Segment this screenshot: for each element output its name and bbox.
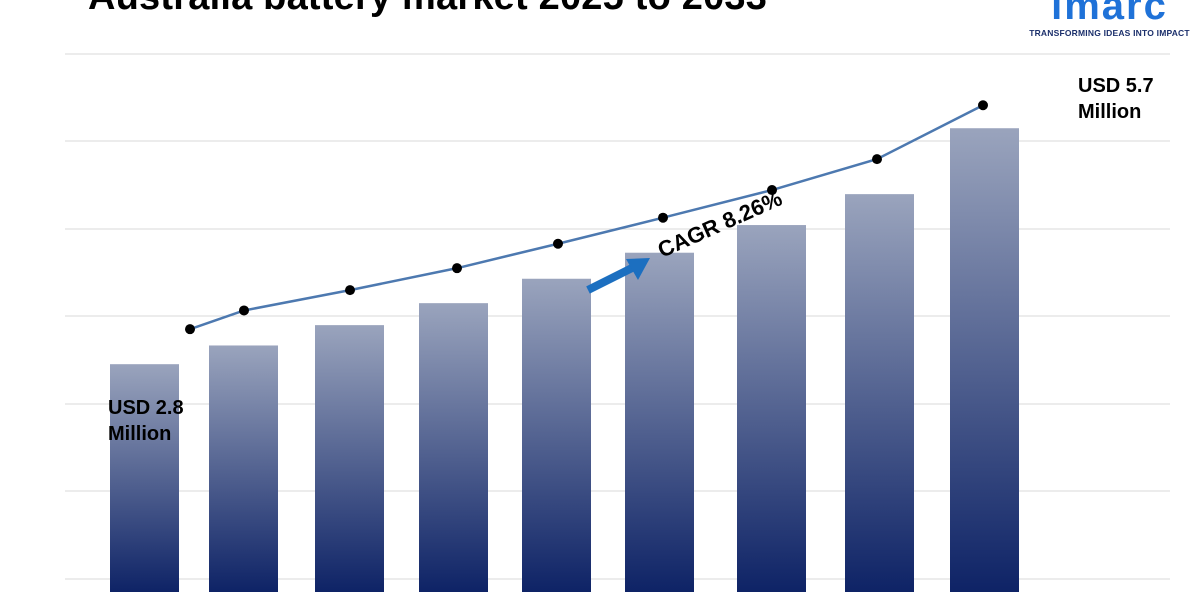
end-value-label-line1: USD 5.7 (1078, 75, 1154, 97)
logo-wordmark: imarc (1051, 0, 1168, 28)
trend-point-2027 (345, 285, 355, 296)
bar-2031 (737, 225, 806, 593)
bar-2029 (522, 278, 591, 592)
trend-point-2032 (872, 154, 882, 165)
trend-points (185, 100, 988, 335)
cagr-arrow-icon (586, 258, 650, 294)
bar-2025 (110, 364, 179, 592)
trend-point-2030 (658, 212, 668, 223)
logo-tagline: TRANSFORMING IDEAS INTO IMPACT (1029, 28, 1190, 38)
trend-point-2031 (767, 185, 777, 196)
start-value-label-line1: USD 2.8 (108, 397, 184, 419)
bar-2028 (419, 303, 488, 592)
trend-point-2026 (239, 305, 249, 316)
bar-2030 (625, 252, 694, 593)
chart-title: Australia battery market 2025 to 2033 (88, 0, 767, 19)
trend-point-2033 (978, 100, 988, 111)
bar-2033 (950, 128, 1019, 592)
trend-point-2028 (452, 263, 462, 274)
end-value-label-line2: Million (1078, 101, 1141, 123)
imarc-logo: imarc TRANSFORMING IDEAS INTO IMPACT (1027, 0, 1192, 38)
bar-2027 (315, 325, 384, 592)
bars (110, 128, 1019, 593)
bar-2026 (209, 345, 278, 592)
bar-2032 (845, 194, 914, 592)
trend-point-2029 (553, 238, 563, 249)
start-value-label-line2: Million (108, 423, 171, 445)
trend-point-2025 (185, 324, 195, 335)
